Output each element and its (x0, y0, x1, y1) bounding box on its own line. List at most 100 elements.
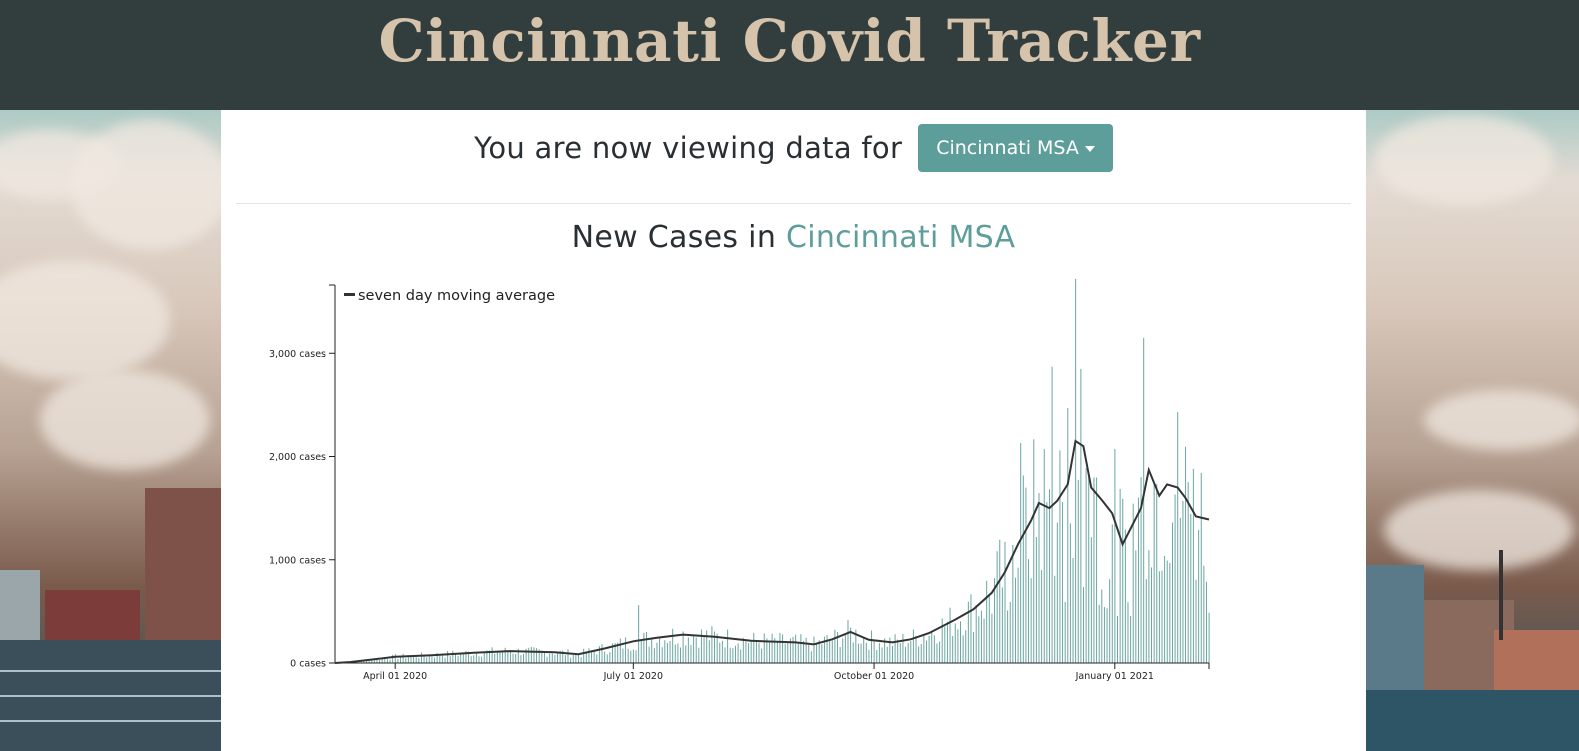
daily-case-bar (693, 635, 695, 663)
daily-case-bar (611, 643, 613, 663)
daily-case-bar (570, 657, 572, 663)
daily-case-bar (750, 640, 752, 663)
daily-case-bar (1009, 602, 1011, 663)
site-title: Cincinnati Covid Tracker (378, 7, 1201, 75)
daily-case-bar (1156, 483, 1158, 663)
daily-case-bar (949, 607, 951, 663)
daily-case-bar (855, 629, 857, 663)
daily-case-bar (928, 635, 930, 663)
daily-case-bar (1109, 579, 1111, 663)
daily-case-bar (1132, 503, 1134, 663)
chart-bars (337, 278, 1210, 663)
daily-case-bar (507, 651, 509, 663)
daily-case-bar (695, 637, 697, 663)
y-tick-label: 2,000 cases (269, 452, 326, 463)
daily-case-bar (933, 635, 935, 663)
chart-legend: seven day moving average (344, 288, 555, 304)
daily-case-bar (915, 635, 917, 663)
daily-case-bar (1080, 368, 1082, 663)
daily-case-bar (643, 632, 645, 663)
daily-case-bar (834, 629, 836, 663)
daily-case-bar (577, 654, 579, 663)
daily-case-bar (734, 645, 736, 663)
daily-case-bar (742, 637, 744, 663)
daily-case-bar (559, 650, 561, 663)
daily-case-bar (868, 649, 870, 663)
daily-case-bar (617, 642, 619, 663)
daily-case-bar (1117, 616, 1119, 663)
daily-case-bar (475, 653, 477, 663)
daily-case-bar (952, 635, 954, 663)
daily-case-bar (847, 619, 849, 663)
daily-case-bar (957, 629, 959, 663)
daily-case-bar (740, 649, 742, 663)
daily-case-bar (392, 654, 394, 663)
daily-case-bar (1090, 537, 1092, 663)
daily-case-bar (1007, 610, 1009, 663)
x-tick-label: April 01 2020 (363, 671, 427, 682)
daily-case-bar (690, 644, 692, 663)
daily-case-bar (525, 648, 527, 663)
daily-case-bar (386, 659, 388, 663)
daily-case-bar (991, 613, 993, 663)
daily-case-bar (491, 647, 493, 663)
daily-case-bar (980, 610, 982, 663)
daily-case-bar (766, 638, 768, 663)
daily-case-bar (632, 649, 634, 663)
daily-case-bar (706, 630, 708, 663)
daily-case-bar (606, 654, 608, 663)
daily-case-bar (1208, 612, 1210, 663)
daily-case-bar (737, 643, 739, 663)
daily-case-bar (1067, 408, 1069, 663)
daily-case-bar (871, 630, 873, 663)
new-cases-chart: 0 cases 1,000 cases 2,000 cases 3,000 cases… (269, 278, 1210, 682)
daily-case-bar (920, 643, 922, 663)
daily-case-bar (1106, 608, 1108, 663)
background-image-left (0, 110, 221, 751)
daily-case-bar (962, 635, 964, 663)
daily-case-bar (557, 653, 559, 663)
daily-case-bar (423, 655, 425, 663)
daily-case-bar (960, 621, 962, 663)
daily-case-bar (1048, 489, 1050, 663)
daily-case-bar (1004, 541, 1006, 663)
daily-case-bar (1158, 571, 1160, 663)
daily-case-bar (779, 632, 781, 663)
daily-case-bar (538, 649, 540, 663)
daily-case-bar (1164, 556, 1166, 663)
daily-case-bar (402, 653, 404, 663)
daily-case-bar (478, 656, 480, 663)
daily-case-bar (366, 659, 367, 663)
daily-case-bar (850, 627, 852, 663)
daily-case-bar (1020, 443, 1022, 663)
daily-case-bar (483, 653, 485, 663)
daily-case-bar (1075, 278, 1077, 663)
daily-case-bar (745, 641, 747, 663)
daily-case-bar (572, 654, 574, 663)
daily-case-bar (509, 651, 511, 663)
daily-case-bar (543, 651, 545, 663)
daily-case-bar (771, 633, 773, 663)
daily-case-bar (886, 646, 888, 663)
daily-case-bar (897, 639, 899, 663)
daily-case-bar (946, 621, 948, 663)
daily-case-bar (431, 656, 433, 663)
daily-case-bar (454, 654, 456, 663)
daily-case-bar (481, 656, 483, 663)
daily-case-bar (857, 643, 859, 663)
daily-case-bar (376, 658, 378, 663)
daily-case-bar (528, 647, 530, 663)
daily-case-bar (428, 655, 430, 663)
daily-case-bar (931, 631, 933, 663)
daily-case-bar (821, 644, 823, 663)
region-dropdown-button[interactable]: Cincinnati MSA (918, 124, 1113, 172)
daily-case-bar (813, 636, 815, 663)
daily-case-bar (447, 650, 449, 663)
daily-case-bar (1030, 578, 1032, 663)
daily-case-bar (575, 653, 577, 663)
daily-case-bar (541, 650, 543, 663)
daily-case-bar (1054, 575, 1056, 663)
daily-case-bar (719, 642, 721, 663)
daily-case-bar (1062, 502, 1064, 663)
daily-case-bar (449, 656, 451, 663)
